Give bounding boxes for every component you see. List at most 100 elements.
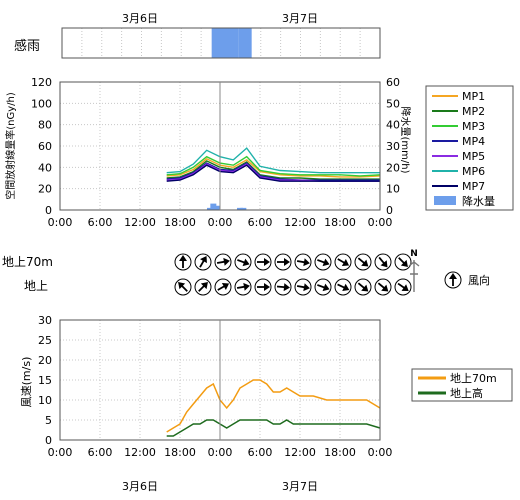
wind-xtick: 18:00: [324, 446, 356, 459]
rain-sense-panel: 3月6日 3月7日 感雨: [14, 12, 381, 59]
dose-y2tick: 50: [386, 97, 400, 110]
dose-ytick: 40: [38, 161, 52, 174]
wind-dir-arrow-70m: [214, 253, 232, 271]
wind-dir-legend-label: 風向: [468, 273, 490, 287]
rain-sense-bar-1: [211, 28, 239, 58]
wind-dir-row-label-ground: 地上: [24, 279, 48, 293]
wind-dir-arrow-70m: [394, 253, 412, 271]
wind-dir-arrow-70m: [314, 253, 332, 271]
wind-dir-arrow-ground: [194, 278, 212, 296]
wind-dir-legend: 風向: [444, 271, 490, 289]
dose-legend-label: MP3: [462, 120, 485, 133]
dose-legend-label: MP5: [462, 150, 485, 163]
compass-icon: [408, 260, 420, 292]
dose-y2tick: 30: [386, 140, 400, 153]
wind-dir-arrow-ground: [394, 278, 412, 296]
wind-dir-arrow-70m: [234, 253, 252, 271]
precip-bar: [213, 205, 220, 210]
dose-xtick: 12:00: [124, 216, 156, 229]
wind-ytick: 5: [45, 414, 52, 427]
rain-sense-date-right: 3月7日: [282, 12, 318, 25]
wind-xtick: 0:00: [208, 446, 233, 459]
dose-xtick: 18:00: [164, 216, 196, 229]
wind-ytick: 30: [38, 314, 52, 327]
wind-ylabel: 風速(m/s): [20, 357, 33, 408]
dose-rate-chart: 0 20 40 60 80 100 120 0 10 20 30 40 50 60 0:00 6:00 12…: [4, 76, 412, 229]
dose-xtick: 18:00: [324, 216, 356, 229]
dose-xtick: 0:00: [208, 216, 233, 229]
dose-ytick: 60: [38, 140, 52, 153]
north-label: N: [410, 249, 418, 259]
wind-date-left: 3月6日: [122, 480, 158, 493]
wind-dir-arrow-70m: [374, 253, 392, 271]
wind-speed-chart: 0 5 10 15 20 25 30 0:00 6:00 12:00 18:00 0:00 6:00 1…: [20, 314, 392, 493]
dose-legend-label: MP7: [462, 180, 485, 193]
dose-series-mp4: [166, 162, 380, 181]
wind-xtick: 0:00: [368, 446, 393, 459]
dose-ytick: 20: [38, 183, 52, 196]
wind-dir-arrow-70m: [334, 253, 352, 271]
wind-legend-label: 地上70m: [450, 372, 497, 385]
rain-sense-date-left: 3月6日: [122, 12, 158, 25]
wind-xtick: 12:00: [124, 446, 156, 459]
wind-series-upper-70m: [166, 379, 381, 433]
precip-bar: [237, 207, 243, 210]
wind-ytick: 10: [38, 394, 52, 407]
dose-ytick: 120: [31, 76, 52, 89]
wind-dir-arrow-ground: [214, 278, 232, 296]
dose-legend-label: MP6: [462, 165, 485, 178]
precip-bar: [207, 207, 213, 210]
north-indicator: N: [408, 249, 420, 292]
wind-xtick: 6:00: [88, 446, 113, 459]
dose-y2tick: 10: [386, 183, 400, 196]
dose-legend-label: MP4: [462, 135, 485, 148]
wind-dir-arrow-70m: [294, 253, 312, 271]
dose-xtick: 12:00: [284, 216, 316, 229]
dose-series-mp7: [166, 164, 380, 182]
dose-y2tick: 0: [386, 204, 393, 217]
wind-dir-arrow-ground: [174, 278, 192, 296]
dose-legend-label: MP1: [462, 90, 485, 103]
wind-ytick: 15: [38, 374, 52, 387]
dose-y2tick: 40: [386, 119, 400, 132]
wind-direction-panel: 地上70m 地上 N 風向: [2, 249, 490, 296]
wind-dir-arrow-ground: [374, 278, 392, 296]
wind-dir-arrow-ground: [354, 278, 372, 296]
wind-ytick: 20: [38, 354, 52, 367]
wind-dir-arrow-ground: [294, 278, 312, 296]
dose-legend-swatch: [434, 196, 456, 205]
wind-legend-label: 地上高: [450, 386, 483, 400]
wind-dir-arrow-70m: [194, 253, 212, 271]
wind-dir-row-label-70m: 地上70m: [2, 255, 53, 269]
dose-xtick: 6:00: [248, 216, 273, 229]
wind-series-ground: [166, 419, 381, 437]
wind-xtick: 0:00: [48, 446, 73, 459]
dose-ytick: 100: [31, 97, 52, 110]
dose-ylabel: 空間放射線量率(nGy/h): [4, 92, 17, 200]
wind-dir-arrow-70m: [354, 253, 372, 271]
dose-xtick: 0:00: [368, 216, 393, 229]
wind-xtick: 18:00: [164, 446, 196, 459]
wind-dir-arrow-70m: [274, 253, 292, 271]
dose-y2tick: 60: [386, 76, 400, 89]
dose-legend-box: [425, 85, 514, 211]
wind-ytick: 0: [45, 434, 52, 447]
dose-series-mp3: [166, 155, 381, 177]
wind-dir-arrow-ground: [314, 278, 332, 296]
dose-legend-label: MP2: [462, 105, 485, 118]
wind-xtick: 12:00: [284, 446, 316, 459]
wind-dir-arrow-ground: [334, 278, 352, 296]
dose-series-mp1: [166, 157, 381, 178]
rain-sense-bar-2: [238, 28, 252, 58]
wind-legend-box: [411, 368, 513, 402]
wind-dir-arrow-70m: [174, 253, 192, 271]
rain-sense-label: 感雨: [14, 38, 40, 54]
dose-ytick: 0: [45, 204, 52, 217]
dose-series-mp2: [166, 160, 380, 180]
rain-sense-frame: [61, 27, 381, 59]
wind-ytick: 25: [38, 334, 52, 347]
wind-dir-legend-arrow-icon: [444, 271, 462, 289]
